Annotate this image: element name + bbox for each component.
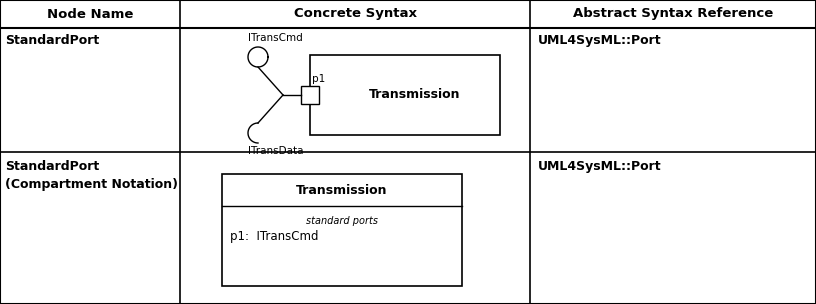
Bar	[301, 86, 319, 104]
Text: (Compartment Notation): (Compartment Notation)	[5, 178, 178, 191]
Text: ITransData: ITransData	[248, 146, 304, 156]
Bar	[310, 55, 500, 135]
Text: Node Name: Node Name	[47, 8, 133, 20]
Text: Concrete Syntax: Concrete Syntax	[294, 8, 416, 20]
Text: StandardPort: StandardPort	[5, 160, 100, 173]
Text: UML4SysML::Port: UML4SysML::Port	[538, 34, 662, 47]
Text: p1:  ITransCmd: p1: ITransCmd	[230, 230, 318, 243]
Bar	[222, 174, 462, 286]
Text: StandardPort: StandardPort	[5, 34, 100, 47]
Text: p1: p1	[312, 74, 326, 84]
Text: Abstract Syntax Reference: Abstract Syntax Reference	[573, 8, 773, 20]
Text: UML4SysML::Port: UML4SysML::Port	[538, 160, 662, 173]
Text: Transmission: Transmission	[370, 88, 461, 102]
Text: Transmission: Transmission	[296, 184, 388, 196]
Text: standard ports: standard ports	[306, 216, 378, 226]
Text: ITransCmd: ITransCmd	[248, 33, 303, 43]
